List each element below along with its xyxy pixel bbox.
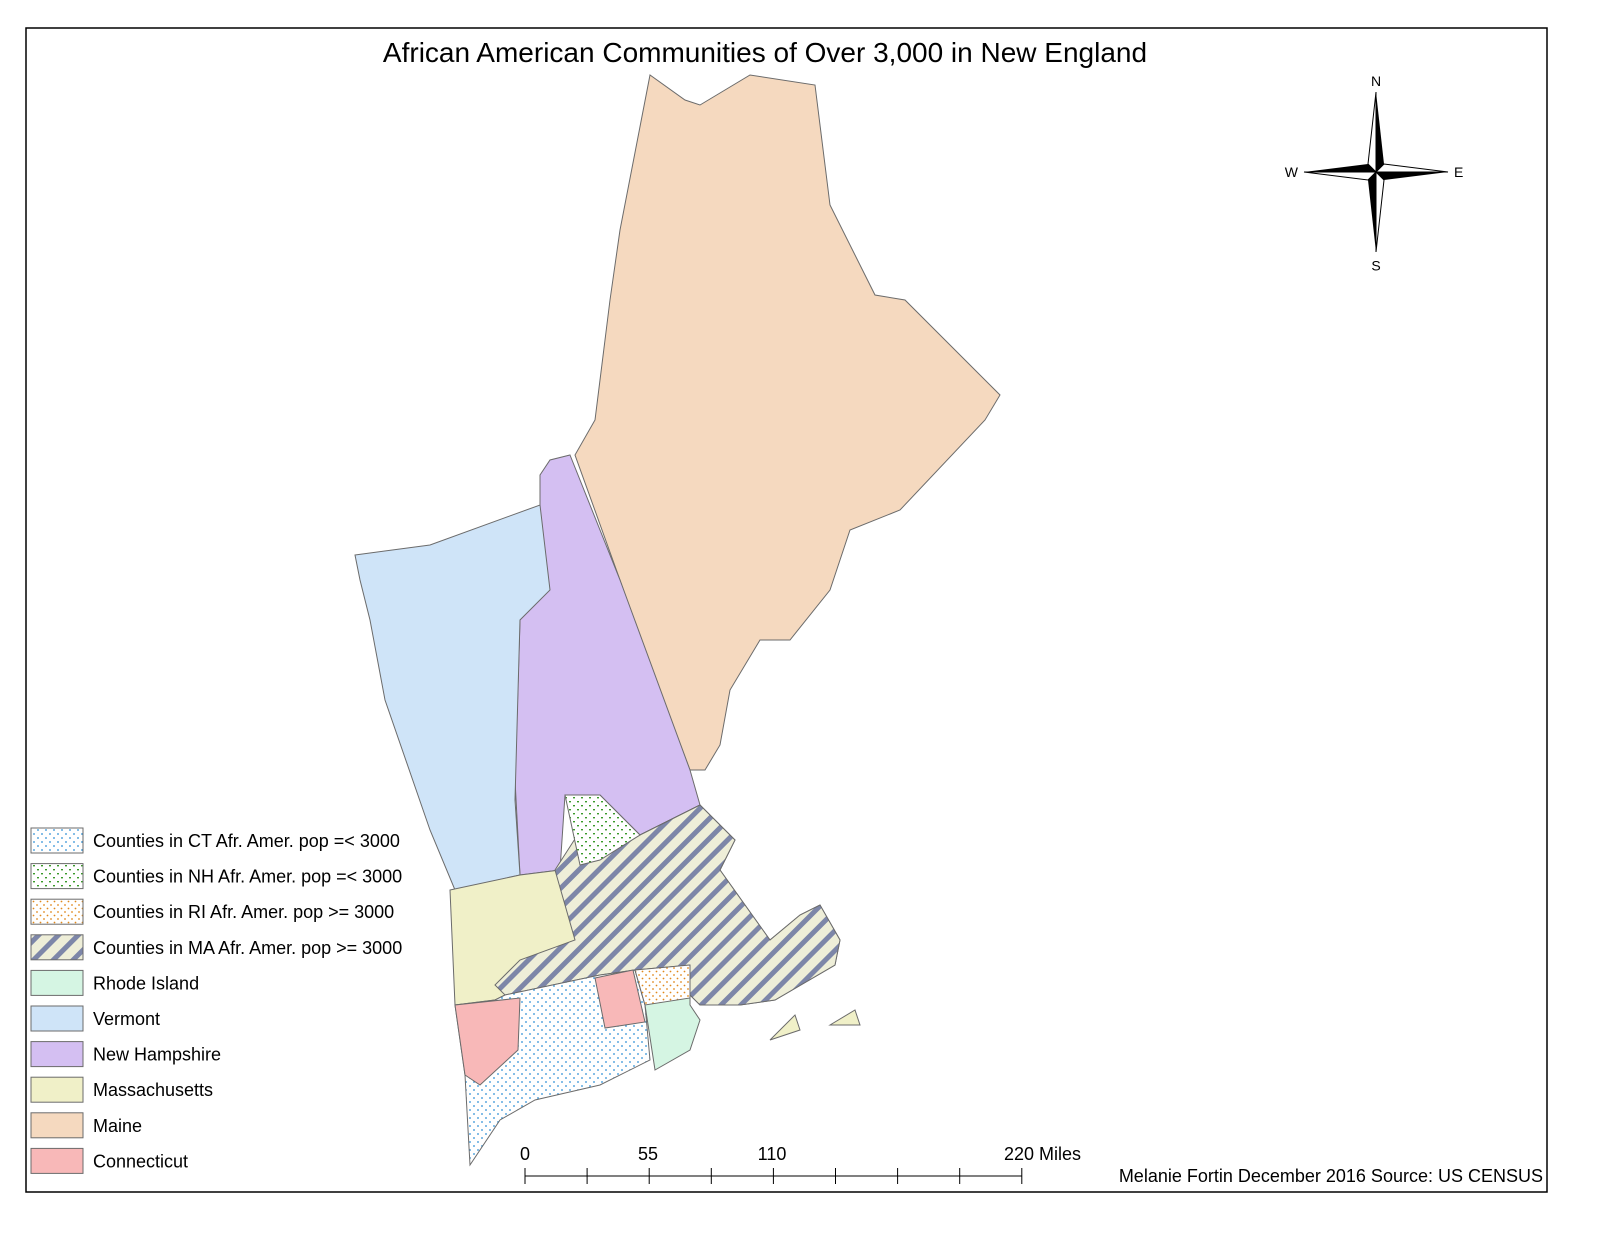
legend-label: Counties in NH Afr. Amer. pop =< 3000 (93, 867, 402, 887)
legend-swatch (30, 934, 84, 961)
credit: Melanie Fortin December 2016 Source: US … (1119, 1166, 1543, 1186)
frame (25, 27, 1548, 1193)
legend-swatch (30, 1005, 84, 1032)
compass-label: W (1285, 164, 1299, 180)
scale-label: 110 (758, 1144, 787, 1164)
ct-county (454, 997, 521, 1086)
legend: Counties in CT Afr. Amer. pop =< 3000 Cou… (30, 827, 402, 1174)
compass-label: N (1371, 73, 1381, 89)
legend-label: Counties in MA Afr. Amer. pop >= 3000 (93, 938, 402, 958)
legend-swatch (30, 1147, 84, 1174)
ct-county (594, 969, 646, 1029)
island (769, 1014, 801, 1041)
compass-label: S (1371, 257, 1380, 273)
legend-swatch (30, 898, 84, 925)
compass-label: E (1454, 164, 1463, 180)
scale-label: 220 Miles (1004, 1144, 1081, 1164)
legend-swatch (30, 1076, 84, 1103)
ri-county (634, 964, 691, 1006)
scale-label: 0 (520, 1144, 530, 1164)
legend-label: Counties in CT Afr. Amer. pop =< 3000 (93, 831, 400, 851)
legend-swatch (30, 1112, 84, 1139)
legend-swatch (30, 969, 84, 996)
states (354, 74, 1001, 1167)
legend-label: Connecticut (93, 1151, 188, 1171)
legend-label: New Hampshire (93, 1045, 221, 1065)
legend-swatch (30, 827, 84, 854)
scale-label: 55 (638, 1144, 658, 1164)
legend-label: Vermont (93, 1009, 160, 1029)
legend-label: Massachusetts (93, 1080, 213, 1100)
legend-label: Rhode Island (93, 973, 199, 993)
legend-label: Maine (93, 1116, 142, 1136)
island (828, 1009, 861, 1026)
nh-county (564, 794, 641, 866)
map-title: African American Communities of Over 3,0… (383, 37, 1147, 68)
compass: N S E W (1285, 73, 1464, 273)
scale-bar: 0 55 110 220 Miles (520, 1144, 1081, 1184)
legend-swatch (30, 1041, 84, 1068)
legend-swatch (30, 863, 84, 890)
legend-label: Counties in RI Afr. Amer. pop >= 3000 (93, 902, 394, 922)
